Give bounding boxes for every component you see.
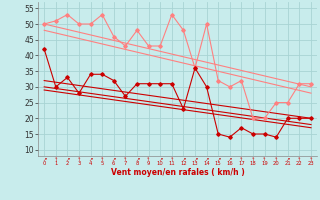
X-axis label: Vent moyen/en rafales ( km/h ): Vent moyen/en rafales ( km/h ) — [111, 168, 244, 177]
